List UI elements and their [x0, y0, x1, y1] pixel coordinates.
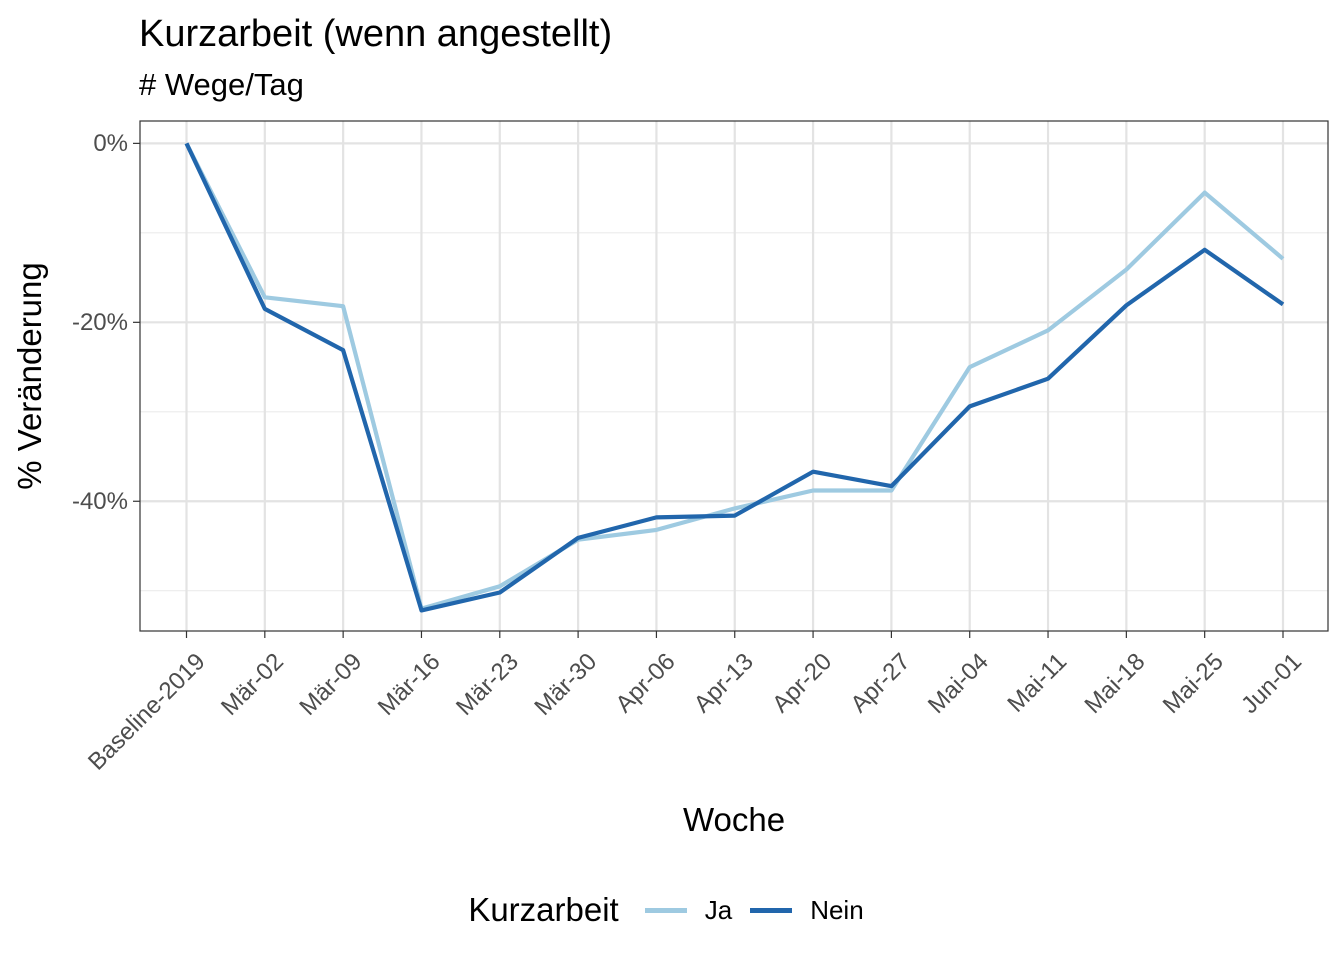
x-tick-label: Baseline-2019 [83, 648, 211, 776]
x-axis-title: Woche [682, 801, 786, 838]
chart-subtitle: # Wege/Tag [139, 67, 304, 102]
x-tick-label: Mär-30 [529, 648, 602, 721]
series-line-ja [184, 142, 1285, 611]
x-tick-label: Mai-25 [1158, 648, 1229, 719]
legend-item-nein: Nein [750, 894, 864, 926]
legend-title: Kurzarbeit [468, 891, 619, 928]
x-axis: Baseline-2019 Mär-02 Mär-09 Mär-16 Mär-23 Mär… [83, 631, 1307, 776]
y-axis-title: % Veränderung [11, 262, 48, 490]
major-gridlines [140, 121, 1328, 631]
y-tick-label: -20% [72, 309, 128, 336]
legend-item-ja: Ja [644, 894, 733, 926]
series-line-nein [184, 142, 1285, 613]
x-tick-label: Mär-16 [373, 648, 446, 721]
legend: Kurzarbeit Ja Nein [0, 888, 1344, 932]
legend-label-nein: Nein [810, 894, 864, 925]
y-axis: 0% -20% -40% [72, 130, 140, 515]
x-tick-label: Apr-20 [767, 648, 837, 718]
x-tick-label: Apr-27 [845, 648, 915, 718]
panel-border [139, 120, 1329, 632]
series-lines [184, 142, 1285, 613]
y-tick-label: -40% [72, 488, 128, 515]
x-tick-label: Mai-04 [923, 648, 994, 719]
x-tick-label: Mai-11 [1002, 648, 1072, 718]
x-tick-label: Mär-02 [216, 648, 289, 721]
legend-key-ja [644, 907, 687, 913]
y-tick-label: 0% [93, 130, 128, 157]
x-tick-label: Jun-01 [1236, 648, 1307, 719]
x-tick-label: Apr-13 [689, 648, 759, 718]
x-tick-label: Apr-06 [611, 648, 681, 718]
chart-title: Kurzarbeit (wenn angestellt) [139, 13, 613, 55]
legend-label-ja: Ja [704, 894, 733, 925]
x-tick-label: Mär-09 [294, 648, 367, 721]
x-tick-label: Mai-18 [1080, 648, 1151, 719]
x-tick-label: Mär-23 [451, 648, 524, 721]
legend-key-nein [750, 907, 793, 913]
